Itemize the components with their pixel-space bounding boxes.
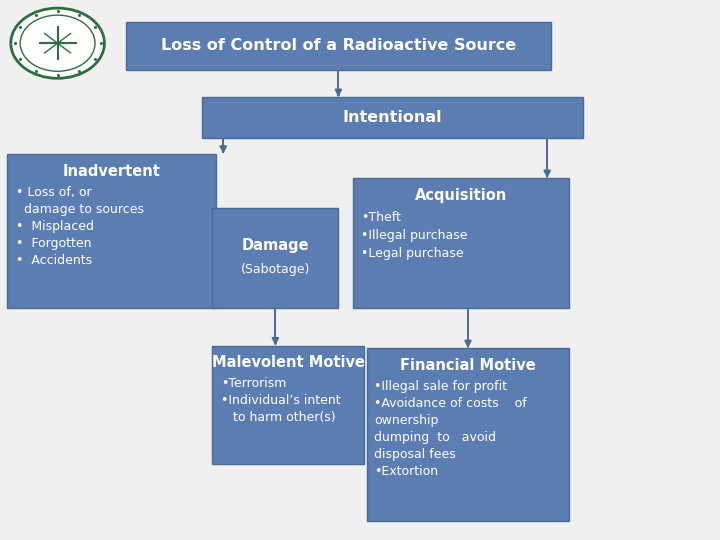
FancyBboxPatch shape [126, 22, 551, 70]
FancyBboxPatch shape [353, 178, 569, 308]
Text: •Illegal sale for profit
•Avoidance of costs    of
ownership
dumping  to   avoid: •Illegal sale for profit •Avoidance of c… [374, 380, 527, 477]
Text: Inadvertent: Inadvertent [63, 164, 161, 179]
FancyBboxPatch shape [212, 208, 338, 308]
Circle shape [20, 15, 95, 71]
Text: Financial Motive: Financial Motive [400, 358, 536, 373]
Text: •Terrorism
•Individual’s intent
   to harm other(s): •Terrorism •Individual’s intent to harm … [221, 377, 341, 424]
FancyBboxPatch shape [7, 154, 216, 308]
Text: Loss of Control of a Radioactive Source: Loss of Control of a Radioactive Source [161, 38, 516, 53]
Text: Intentional: Intentional [343, 110, 442, 125]
Text: • Loss of, or
  damage to sources
•  Misplaced
•  Forgotten
•  Accidents: • Loss of, or damage to sources • Mispla… [16, 186, 144, 267]
FancyBboxPatch shape [202, 97, 583, 138]
Text: Acquisition: Acquisition [415, 188, 507, 203]
Text: •Theft
•Illegal purchase
•Legal purchase: •Theft •Illegal purchase •Legal purchase [361, 211, 468, 260]
Text: Damage: Damage [242, 239, 309, 253]
Text: (Sabotage): (Sabotage) [240, 263, 310, 276]
Circle shape [11, 8, 104, 78]
FancyBboxPatch shape [367, 348, 569, 521]
FancyBboxPatch shape [212, 346, 364, 464]
Text: Malevolent Motive: Malevolent Motive [212, 355, 364, 370]
